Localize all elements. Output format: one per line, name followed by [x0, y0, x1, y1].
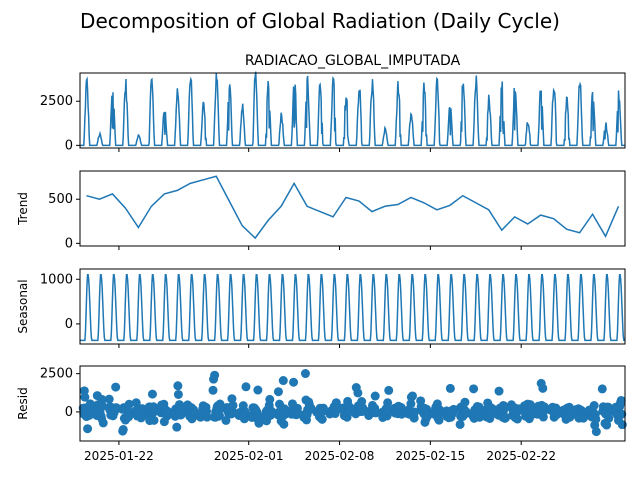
resid-point	[445, 383, 455, 393]
resid-point	[215, 399, 225, 409]
resid-point	[173, 389, 183, 399]
resid-point	[111, 382, 121, 392]
resid-point	[253, 385, 263, 395]
seasonal-ylabel: Seasonal	[16, 279, 30, 333]
resid-point	[469, 384, 479, 394]
resid-point	[488, 404, 498, 414]
trend-panel: 0 500 Trend	[16, 170, 626, 251]
resid-point	[174, 400, 184, 410]
observed-ytick-label: 2500	[40, 94, 73, 109]
resid-point	[434, 415, 444, 425]
observed-ytick-label: 0	[65, 138, 73, 153]
seasonal-panel: 0 1000 Seasonal	[16, 268, 626, 348]
resid-point	[370, 391, 380, 401]
seasonal-series-line	[80, 274, 625, 342]
resid-point	[499, 404, 509, 414]
trend-series-line	[86, 175, 620, 240]
resid-point	[616, 395, 626, 405]
resid-ylabel: Resid	[16, 387, 30, 419]
resid-point	[265, 394, 275, 404]
resid-point	[278, 376, 288, 386]
resid-point	[172, 422, 182, 432]
resid-point	[353, 388, 363, 398]
resid-point	[538, 383, 548, 393]
resid-point	[475, 412, 485, 422]
seasonal-ytick-label: 0	[65, 317, 73, 332]
resid-point	[104, 394, 114, 404]
resid-point	[273, 387, 283, 397]
resid-point	[98, 401, 108, 411]
resid-point	[227, 394, 237, 404]
figure-suptitle: Decomposition of Global Radiation (Daily…	[80, 9, 560, 33]
resid-point	[300, 369, 310, 379]
resid-ytick-label: 2500	[40, 367, 73, 382]
observed-axes-frame	[79, 72, 626, 149]
trend-ytick-label: 0	[65, 236, 73, 251]
resid-panel: 0 2500 Resid	[16, 365, 627, 445]
resid-point	[240, 408, 250, 418]
resid-axes-frame	[79, 365, 626, 442]
resid-point	[410, 407, 420, 417]
resid-point	[98, 418, 108, 428]
resid-point	[97, 395, 107, 405]
resid-point	[597, 384, 607, 394]
resid-point	[124, 399, 134, 409]
resid-point	[124, 412, 134, 422]
resid-point	[501, 413, 511, 423]
resid-point	[617, 409, 627, 419]
resid-point	[565, 412, 575, 422]
xtick-label: 2025-02-08	[305, 449, 375, 463]
resid-point	[408, 391, 418, 401]
seasonal-axes-frame	[79, 268, 626, 345]
resid-point	[83, 424, 93, 434]
resid-point	[384, 385, 394, 395]
resid-point	[173, 381, 183, 391]
resid-point	[406, 399, 416, 409]
resid-point	[147, 389, 157, 399]
xtick-label: 2025-02-22	[486, 449, 556, 463]
resid-point	[228, 400, 238, 410]
observed-panel-title: RADIACAO_GLOBAL_IMPUTADA	[245, 53, 461, 69]
resid-point	[455, 419, 465, 429]
resid-point	[210, 370, 220, 380]
resid-point	[589, 401, 599, 411]
resid-point	[460, 397, 470, 407]
observed-panel: 0 2500	[40, 71, 626, 153]
resid-point	[494, 386, 504, 396]
observed-series-line	[80, 71, 625, 147]
resid-point	[131, 398, 141, 408]
resid-ytick-label: 0	[65, 405, 73, 420]
resid-point	[289, 377, 299, 387]
resid-point	[279, 419, 289, 429]
resid-point	[176, 410, 186, 420]
resid-point	[221, 415, 231, 425]
xtick-label: 2025-01-22	[84, 449, 154, 463]
resid-point	[118, 425, 128, 434]
resid-point	[202, 412, 212, 422]
resid-point	[214, 410, 224, 420]
xtick-label: 2025-02-15	[395, 449, 465, 463]
resid-point	[526, 403, 536, 413]
resid-point	[358, 403, 368, 413]
resid-point	[241, 382, 251, 392]
trend-ylabel: Trend	[16, 192, 30, 226]
xtick-label: 2025-02-01	[214, 449, 284, 463]
resid-point	[254, 418, 264, 428]
resid-point	[80, 392, 90, 402]
trend-ytick-label: 500	[48, 192, 73, 207]
seasonal-ytick-label: 1000	[40, 272, 73, 287]
resid-point	[591, 427, 601, 437]
resid-point	[578, 413, 588, 423]
resid-point	[591, 414, 601, 424]
resid-point	[317, 414, 327, 424]
trend-axes-frame	[79, 170, 626, 247]
resid-point	[383, 398, 393, 408]
resid-point	[208, 385, 218, 395]
resid-point	[149, 415, 159, 425]
resid-point	[512, 414, 522, 424]
